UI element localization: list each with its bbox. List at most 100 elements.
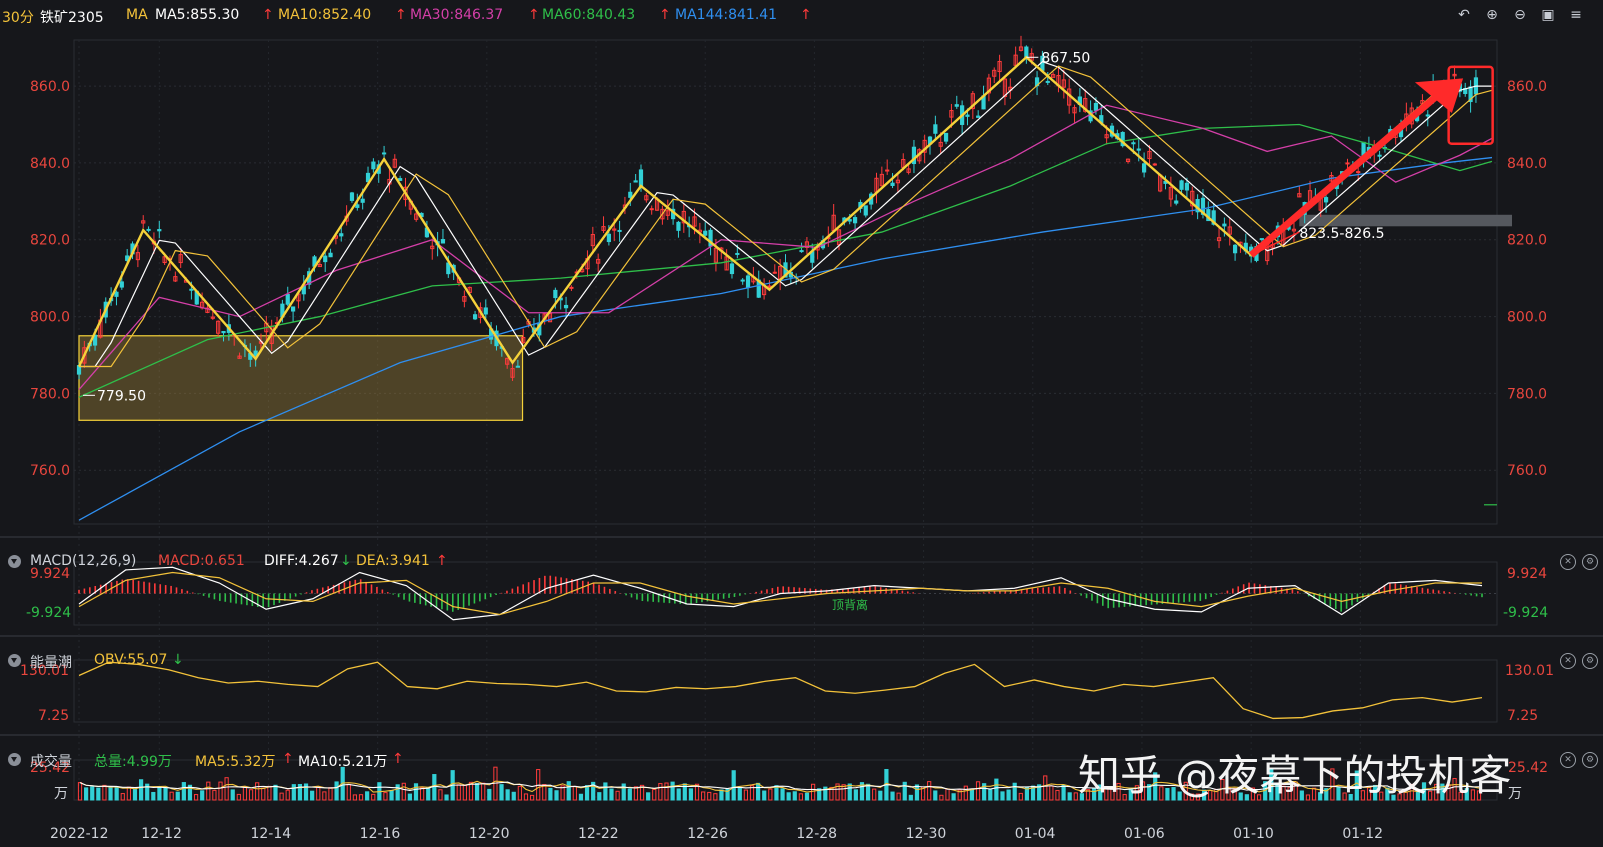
y-tick-right: 780.0 xyxy=(1507,386,1547,402)
y-tick-right: 760.0 xyxy=(1507,463,1547,479)
volume-bar xyxy=(151,791,156,801)
candle-body xyxy=(82,347,87,364)
menu-icon[interactable]: ≡ xyxy=(1570,7,1582,23)
obv-panel-header: 能量潮 OBV:55.07 ↓ ✕ ⚙ xyxy=(0,649,1603,673)
close-macd-icon[interactable]: ✕ xyxy=(1560,554,1576,570)
volume-bar xyxy=(481,782,486,801)
macd-dea-line xyxy=(78,571,1482,616)
volume-bar xyxy=(1183,781,1188,801)
candle-body xyxy=(1291,228,1297,232)
volume-bar xyxy=(713,793,718,801)
candle-body xyxy=(638,169,644,188)
ma30-line xyxy=(78,104,1493,390)
candle-body xyxy=(1377,154,1382,157)
volume-bar xyxy=(157,786,162,801)
obv-tick-low-right: 7.25 xyxy=(1507,708,1538,724)
candle-body xyxy=(1002,78,1008,97)
settings-volume-icon[interactable]: ⚙ xyxy=(1582,752,1598,768)
zoom-in-icon[interactable]: ⊕ xyxy=(1486,7,1498,23)
volume-unit-label-right: 万 xyxy=(1508,786,1522,802)
volume-bar xyxy=(1256,794,1262,801)
ma30-value: MA30:846.37 xyxy=(410,7,504,23)
candle-body xyxy=(1216,237,1222,242)
volume-bar xyxy=(420,787,425,801)
obv-title[interactable]: 能量潮 xyxy=(30,655,72,671)
volume-bar xyxy=(1476,790,1482,801)
volume-bar xyxy=(529,794,535,801)
collapse-volume-icon[interactable] xyxy=(8,753,21,766)
candle-body xyxy=(1297,193,1302,198)
candle-body xyxy=(119,281,124,288)
candle-body xyxy=(1323,197,1329,203)
volume-bar xyxy=(346,783,351,801)
y-tick-right: 800.0 xyxy=(1507,310,1547,326)
settings-obv-icon[interactable]: ⚙ xyxy=(1582,653,1598,669)
volume-total: 总量:4.99万 xyxy=(94,754,172,770)
volume-bar xyxy=(1446,784,1451,801)
volume-bar xyxy=(1428,790,1433,801)
volume-bar xyxy=(603,782,608,801)
volume-bar xyxy=(1421,782,1427,801)
x-tick-label: 01-06 xyxy=(1124,826,1165,842)
candle-body xyxy=(665,210,670,216)
volume-bar xyxy=(181,782,186,801)
ma5-line xyxy=(79,60,1492,368)
volume-bar xyxy=(1140,781,1146,801)
volume-bar xyxy=(517,785,522,801)
candle-body xyxy=(1018,46,1024,51)
candle-body xyxy=(141,220,146,224)
volume-bar xyxy=(126,786,131,801)
volume-bar xyxy=(1238,792,1243,801)
candle-body xyxy=(740,279,745,282)
volume-bar xyxy=(96,787,101,801)
zone-price-label: 823.5-826.5 xyxy=(1299,226,1384,242)
candle-body xyxy=(885,169,890,172)
volume-bar xyxy=(1159,786,1164,801)
volume-bar xyxy=(1354,770,1359,801)
volume-bar xyxy=(432,774,437,801)
candle-body xyxy=(911,146,917,165)
close-volume-icon[interactable]: ✕ xyxy=(1560,752,1576,768)
volume-bar xyxy=(878,790,883,801)
settings-macd-icon[interactable]: ⚙ xyxy=(1582,554,1598,570)
volume-bar xyxy=(236,793,241,801)
period-label[interactable]: 30分 xyxy=(2,10,34,26)
volume-bar xyxy=(352,794,358,801)
volume-bar xyxy=(621,783,626,801)
volume-bar xyxy=(291,784,296,801)
volume-bar xyxy=(798,793,803,801)
volume-bar xyxy=(572,785,577,801)
volume-bar xyxy=(1122,794,1127,801)
candle-body xyxy=(976,115,981,118)
volume-bar xyxy=(719,789,724,801)
volume-title[interactable]: 成交量 xyxy=(30,754,72,770)
candle-body xyxy=(997,60,1002,73)
symbol-label[interactable]: 铁矿2305 xyxy=(40,10,104,26)
volume-bar xyxy=(859,782,865,801)
zoom-out-icon[interactable]: ⊖ xyxy=(1514,7,1526,23)
collapse-macd-icon[interactable] xyxy=(8,555,21,568)
volume-bar xyxy=(658,783,663,801)
volume-bar xyxy=(725,788,730,801)
ma-label: MA xyxy=(126,7,148,23)
volume-bar xyxy=(847,783,852,801)
volume-bar xyxy=(84,787,89,801)
collapse-obv-icon[interactable] xyxy=(8,654,21,667)
volume-bar xyxy=(951,793,956,801)
volume-bar xyxy=(1104,786,1109,801)
volume-bar xyxy=(273,784,278,801)
ma60-up-arrow-icon: ↑ xyxy=(659,7,671,23)
candle-body xyxy=(713,247,719,263)
volume-bar xyxy=(389,790,394,801)
candle-body xyxy=(729,263,735,275)
macd-title[interactable]: MACD(12,26,9) xyxy=(30,553,137,569)
volume-bar xyxy=(584,785,590,801)
candle-body xyxy=(965,114,970,117)
x-tick-label: 01-04 xyxy=(1015,826,1056,842)
volume-bar xyxy=(505,789,510,801)
volume-bar xyxy=(731,770,736,801)
undo-icon[interactable]: ↶ xyxy=(1458,7,1470,23)
layout-icon[interactable]: ▣ xyxy=(1541,7,1555,23)
close-obv-icon[interactable]: ✕ xyxy=(1560,653,1576,669)
